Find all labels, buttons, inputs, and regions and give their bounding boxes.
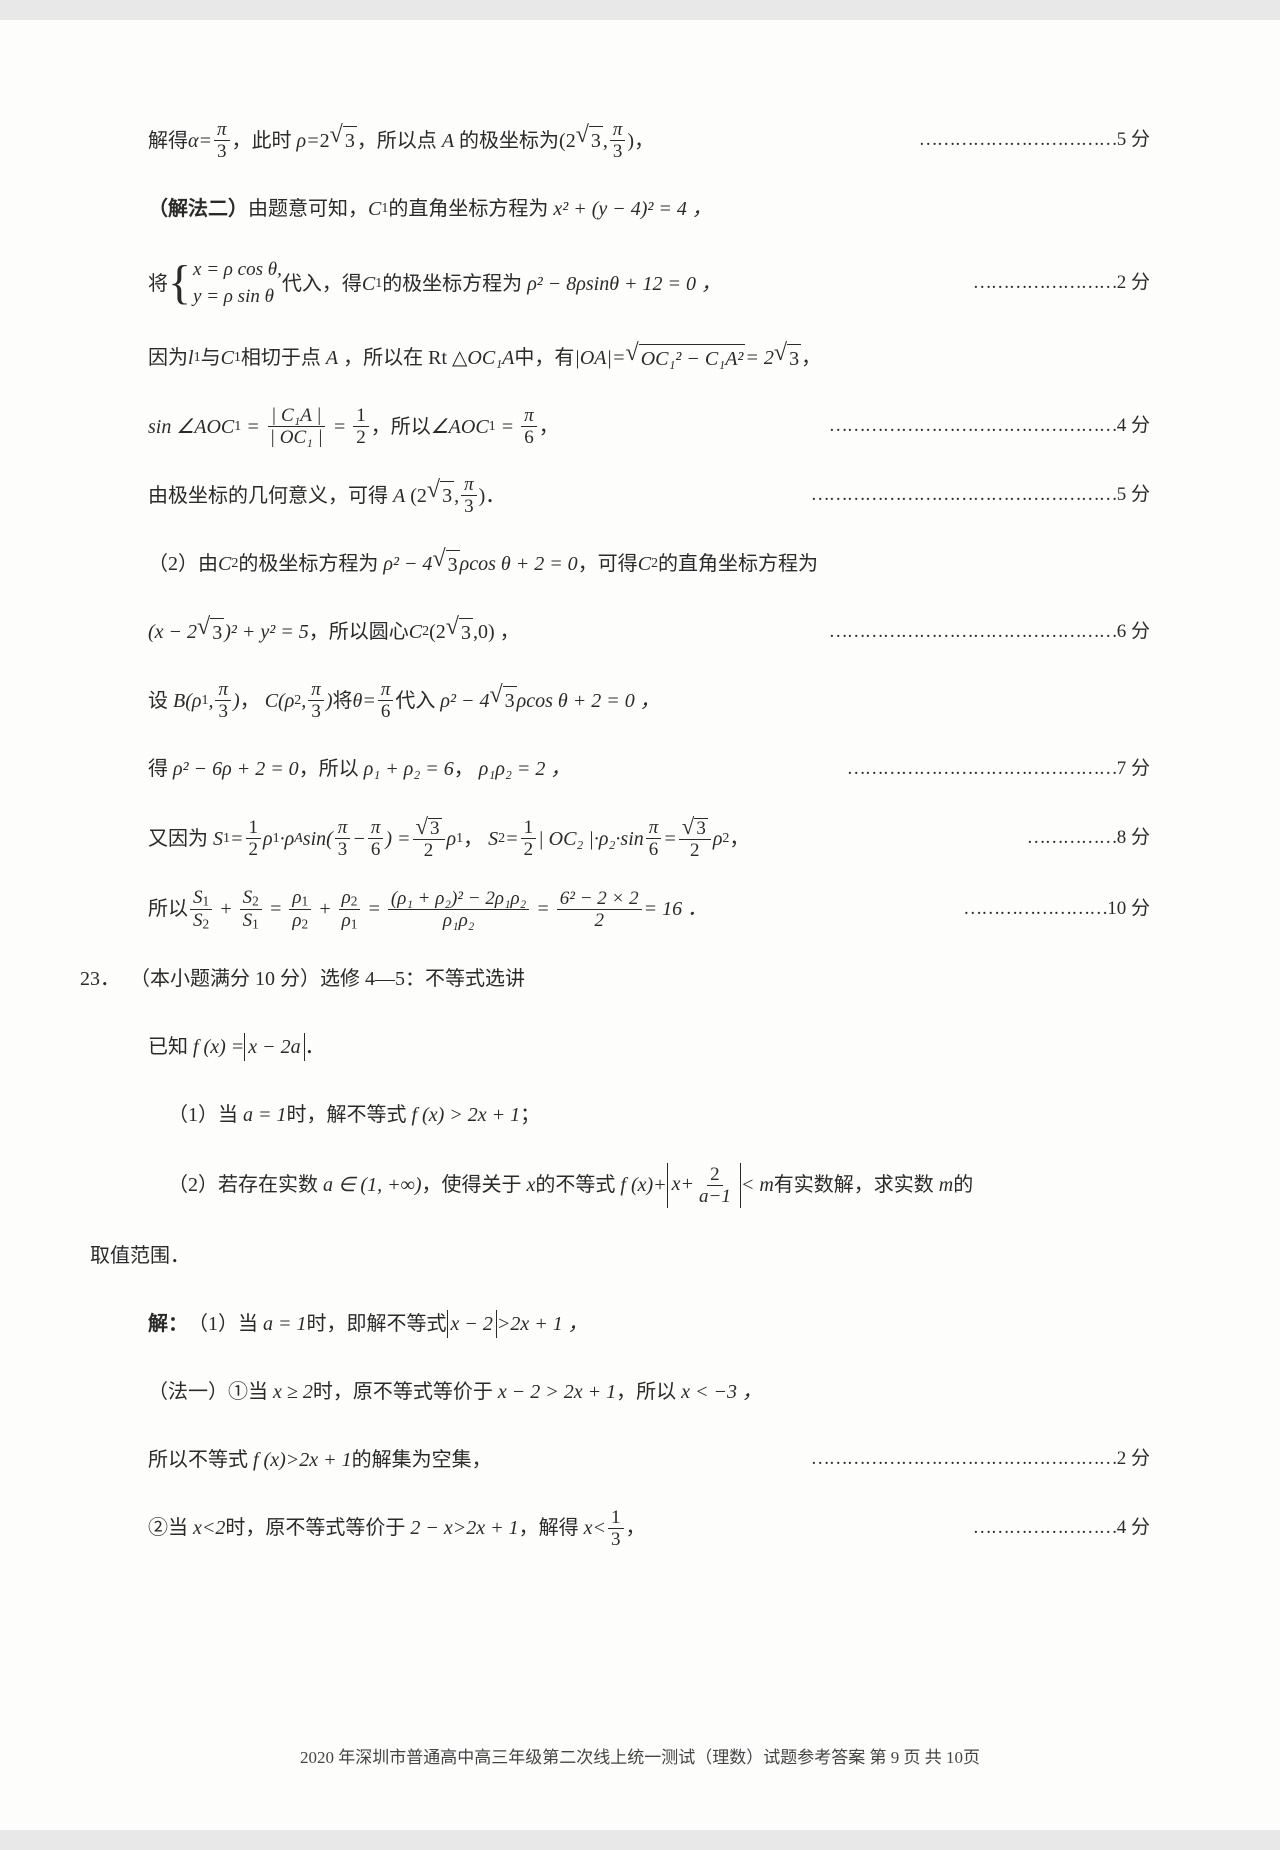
text-line: 将 { x = ρ cos θ,y = ρ sin θ 代入，得 C1 的极坐标… [148,257,1150,310]
text-line: 已知 f (x) = x − 2a ． [148,1027,1150,1067]
t: 解得 [148,127,188,155]
text-line: 所以 S1S2 + S2S1 = ρ1ρ2 + ρ2ρ1 = (ρ₁ + ρ₂)… [148,888,1150,931]
text-line: 得 ρ² − 6ρ + 2 = 0 ，所以 ρ₁ + ρ₂ = 6 ， ρ₁ρ₂… [148,749,1150,789]
text-line: ②当 x<2 时，原不等式等价于 2 − x>2x + 1 ，解得 x< 13 … [148,1508,1150,1549]
text-line: 23． （本小题满分 10 分）选修 4—5：不等式选讲 [130,959,1150,999]
score-marker: ……………………………………………2 分 [811,1446,1150,1473]
score-marker: ……………8 分 [1027,825,1150,852]
cases: { x = ρ cos θ,y = ρ sin θ [168,257,282,310]
t: ，所以点 [357,127,437,155]
document-page: 解得 α= π3 ，此时 ρ=2√3 ，所以点 A 的极坐标为(2√3 , π3… [0,20,1280,1830]
m: α= [188,127,212,155]
text-line: 取值范围． [90,1236,1150,1276]
text-line: （解法二） 由题意可知， C1 的直角坐标方程为 x² + (y − 4)² =… [148,189,1150,229]
score-marker: ………………………………………7 分 [847,756,1150,783]
fraction: π3 [214,120,230,161]
text-line: （法一）①当 x ≥ 2 时，原不等式等价于 x − 2 > 2x + 1 ，所… [148,1372,1150,1412]
text-line: 解得 α= π3 ，此时 ρ=2√3 ，所以点 A 的极坐标为(2√3 , π3… [148,120,1150,161]
text-line: 由极坐标的几何意义，可得 A (2√3 , π3 )． ………………………………… [148,475,1150,516]
score-marker: ……………………10 分 [963,896,1150,923]
text-line: 解： （1）当 a = 1 时，即解不等式 x − 2 >2x + 1 ， [148,1304,1150,1344]
t: （解法二） [148,195,248,223]
text-line: 设 B(ρ1, π3) ， C(ρ2, π3) 将 θ= π6 代入 ρ² − … [148,680,1150,721]
score-marker: ……………………………5 分 [919,127,1150,154]
score-marker: ……………………4 分 [973,1515,1150,1542]
score-marker: ……………………2 分 [973,270,1150,297]
text-line: （1）当 a = 1 时，解不等式 f (x) > 2x + 1 ； [168,1095,1150,1135]
question-number: 23． [80,965,120,993]
t: 的极坐标为(2 [459,127,576,155]
text-line: （2）由 C2 的极坐标方程为 ρ² − 4√3ρcos θ + 2 = 0 ，… [148,544,1150,584]
score-marker: ……………………………………………5 分 [811,482,1150,509]
t: ，此时 [232,127,292,155]
text-line: sin ∠AOC1 = | C₁A || OC₁ | = 12 ，所以 ∠AOC… [148,406,1150,447]
text-line: (x − 2√3)² + y² = 5 ，所以圆心 C2 (2√3 ,0) ， … [148,612,1150,652]
text-line: 所以不等式 f (x)>2x + 1 的解集为空集， …………………………………… [148,1440,1150,1480]
score-marker: …………………………………………4 分 [829,413,1150,440]
text-line: 又因为 S1 = 12 ρ1·ρA sin( π3 − π6 ) = √32 ρ… [148,817,1150,860]
text-line: （2）若存在实数 a ∈ (1, +∞) ，使得关于 x 的不等式 f (x)+… [168,1163,1150,1208]
page-footer: 2020 年深圳市普通高中高三年级第二次线上统一测试（理数）试题参考答案 第 9… [0,1746,1280,1770]
score-marker: …………………………………………6 分 [829,619,1150,646]
text-line: 因为 l1 与 C1 相切于点 A ，所以在 Rt △ OC₁A 中，有 |OA… [148,338,1150,378]
